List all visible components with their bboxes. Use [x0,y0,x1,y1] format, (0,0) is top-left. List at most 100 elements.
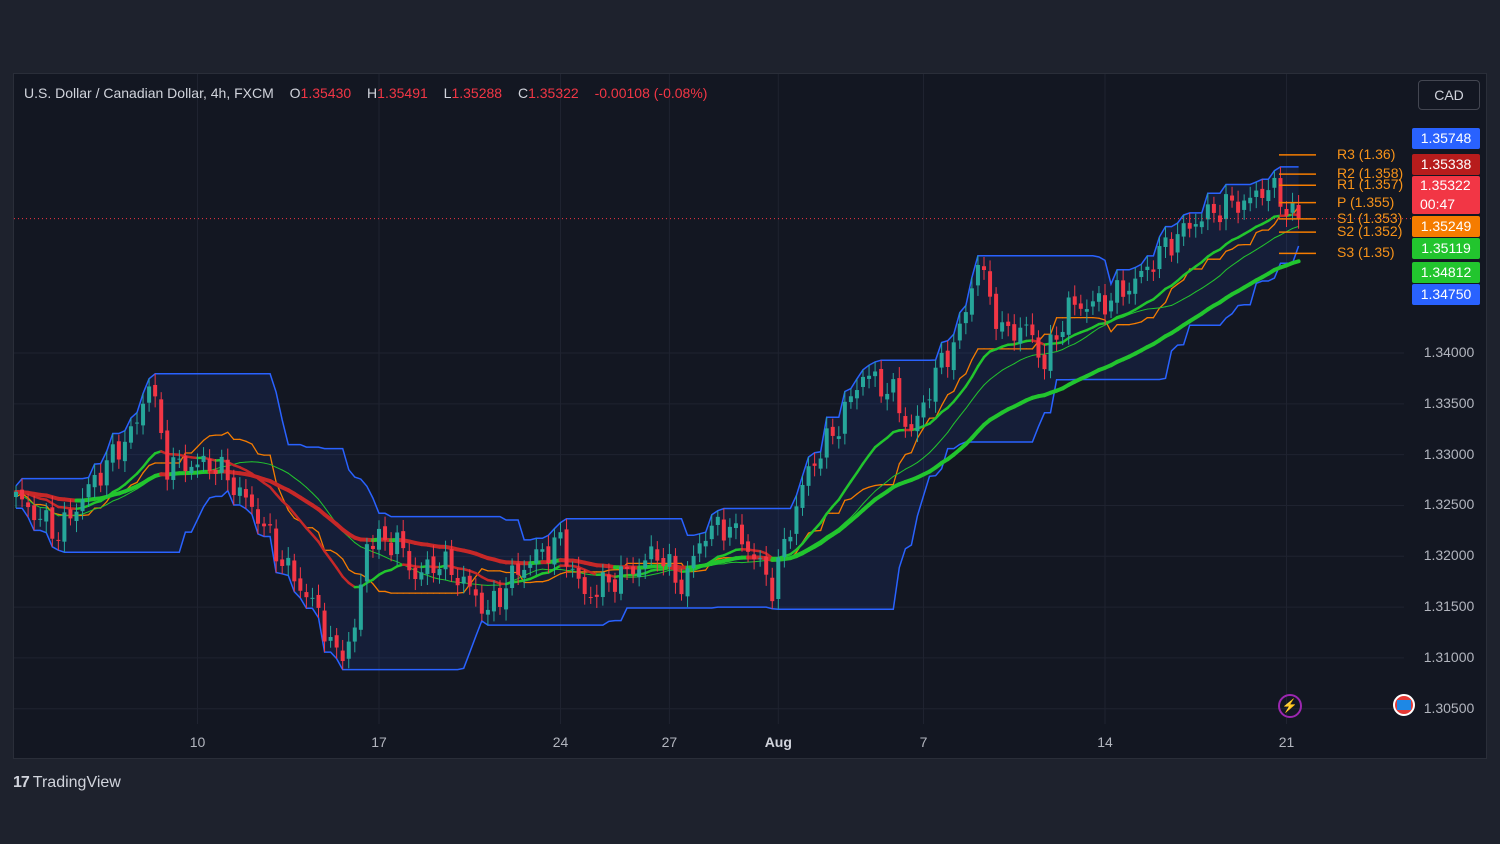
candle[interactable] [1024,316,1029,337]
candle[interactable] [1018,317,1023,352]
candle[interactable] [1266,179,1271,212]
candle[interactable] [1133,267,1138,305]
candle[interactable] [842,391,847,445]
candle[interactable] [661,548,666,576]
candle[interactable] [939,342,944,375]
candle[interactable] [98,463,103,493]
candle[interactable] [256,498,260,535]
candle[interactable] [110,433,115,472]
candle[interactable] [969,277,974,322]
candle[interactable] [764,546,769,586]
candle[interactable] [177,449,182,468]
candle[interactable] [752,543,757,570]
candle[interactable] [1054,326,1059,351]
candle[interactable] [788,530,793,549]
candle[interactable] [38,508,43,527]
candle[interactable] [358,573,363,637]
candle[interactable] [213,459,218,486]
candle[interactable] [649,535,654,566]
candle[interactable] [806,457,811,496]
candle[interactable] [758,550,763,567]
candle[interactable] [1042,343,1047,380]
candle[interactable] [528,555,533,576]
candle[interactable] [1006,313,1011,337]
candle[interactable] [419,562,424,586]
candle[interactable] [473,578,478,607]
candle[interactable] [449,539,454,582]
candle[interactable] [891,372,896,402]
candle[interactable] [262,516,267,537]
candle[interactable] [1230,186,1235,208]
candle[interactable] [873,361,878,387]
candle[interactable] [697,533,702,563]
candle[interactable] [1084,299,1089,323]
candle[interactable] [135,412,139,435]
candle[interactable] [80,488,85,520]
candle[interactable] [927,388,932,409]
candle[interactable] [479,584,484,621]
candle[interactable] [848,388,853,409]
candle[interactable] [340,639,345,670]
candle[interactable] [951,334,956,380]
candle[interactable] [1030,313,1035,343]
candle[interactable] [818,451,823,476]
candle[interactable] [389,532,394,562]
chart-frame[interactable]: U.S. Dollar / Canadian Dollar, 4h, FXCM … [13,73,1487,759]
price-chart[interactable] [14,74,1487,759]
us-flag-icon[interactable] [1393,694,1415,716]
candle[interactable] [830,418,835,445]
candle[interactable] [606,563,611,592]
candle[interactable] [498,580,502,615]
candle[interactable] [612,572,617,603]
candle[interactable] [1036,330,1041,368]
candle[interactable] [879,360,884,403]
candle[interactable] [812,452,817,477]
candle[interactable] [243,479,248,509]
candle[interactable] [1272,170,1277,198]
candle[interactable] [709,514,714,547]
candle[interactable] [286,547,291,576]
candle[interactable] [268,513,273,534]
candle[interactable] [219,449,224,480]
candle[interactable] [298,567,303,599]
candle[interactable] [733,513,738,540]
candle[interactable] [582,569,587,605]
candle[interactable] [625,557,630,581]
candle[interactable] [1012,314,1017,351]
candle[interactable] [310,587,315,607]
candle[interactable] [1127,282,1132,304]
candle[interactable] [491,580,496,622]
candle[interactable] [861,369,865,396]
candle[interactable] [207,449,212,480]
candle[interactable] [1224,184,1228,231]
candle[interactable] [1187,212,1192,238]
candle[interactable] [153,373,158,408]
candle[interactable] [1199,213,1204,234]
candle[interactable] [854,378,859,410]
candle[interactable] [68,499,73,526]
candle[interactable] [1157,236,1162,279]
candle[interactable] [522,560,527,589]
lightning-icon[interactable]: ⚡ [1278,694,1302,718]
candle[interactable] [516,552,521,586]
candle[interactable] [128,418,133,449]
candle[interactable] [413,557,418,591]
candle[interactable] [903,407,908,438]
candle[interactable] [147,378,152,412]
candle[interactable] [364,538,369,593]
candle[interactable] [395,525,400,565]
candle[interactable] [461,565,466,594]
candle[interactable] [1109,292,1114,319]
candle[interactable] [1151,260,1156,281]
candle[interactable] [570,561,575,578]
candle[interactable] [1284,201,1289,228]
candle[interactable] [885,382,890,411]
candle[interactable] [988,260,993,305]
candle[interactable] [909,414,914,437]
candle[interactable] [982,257,986,280]
candle[interactable] [92,464,97,498]
candle[interactable] [679,568,684,601]
candle[interactable] [225,448,230,491]
candle[interactable] [1078,294,1083,316]
candle[interactable] [1072,285,1077,316]
